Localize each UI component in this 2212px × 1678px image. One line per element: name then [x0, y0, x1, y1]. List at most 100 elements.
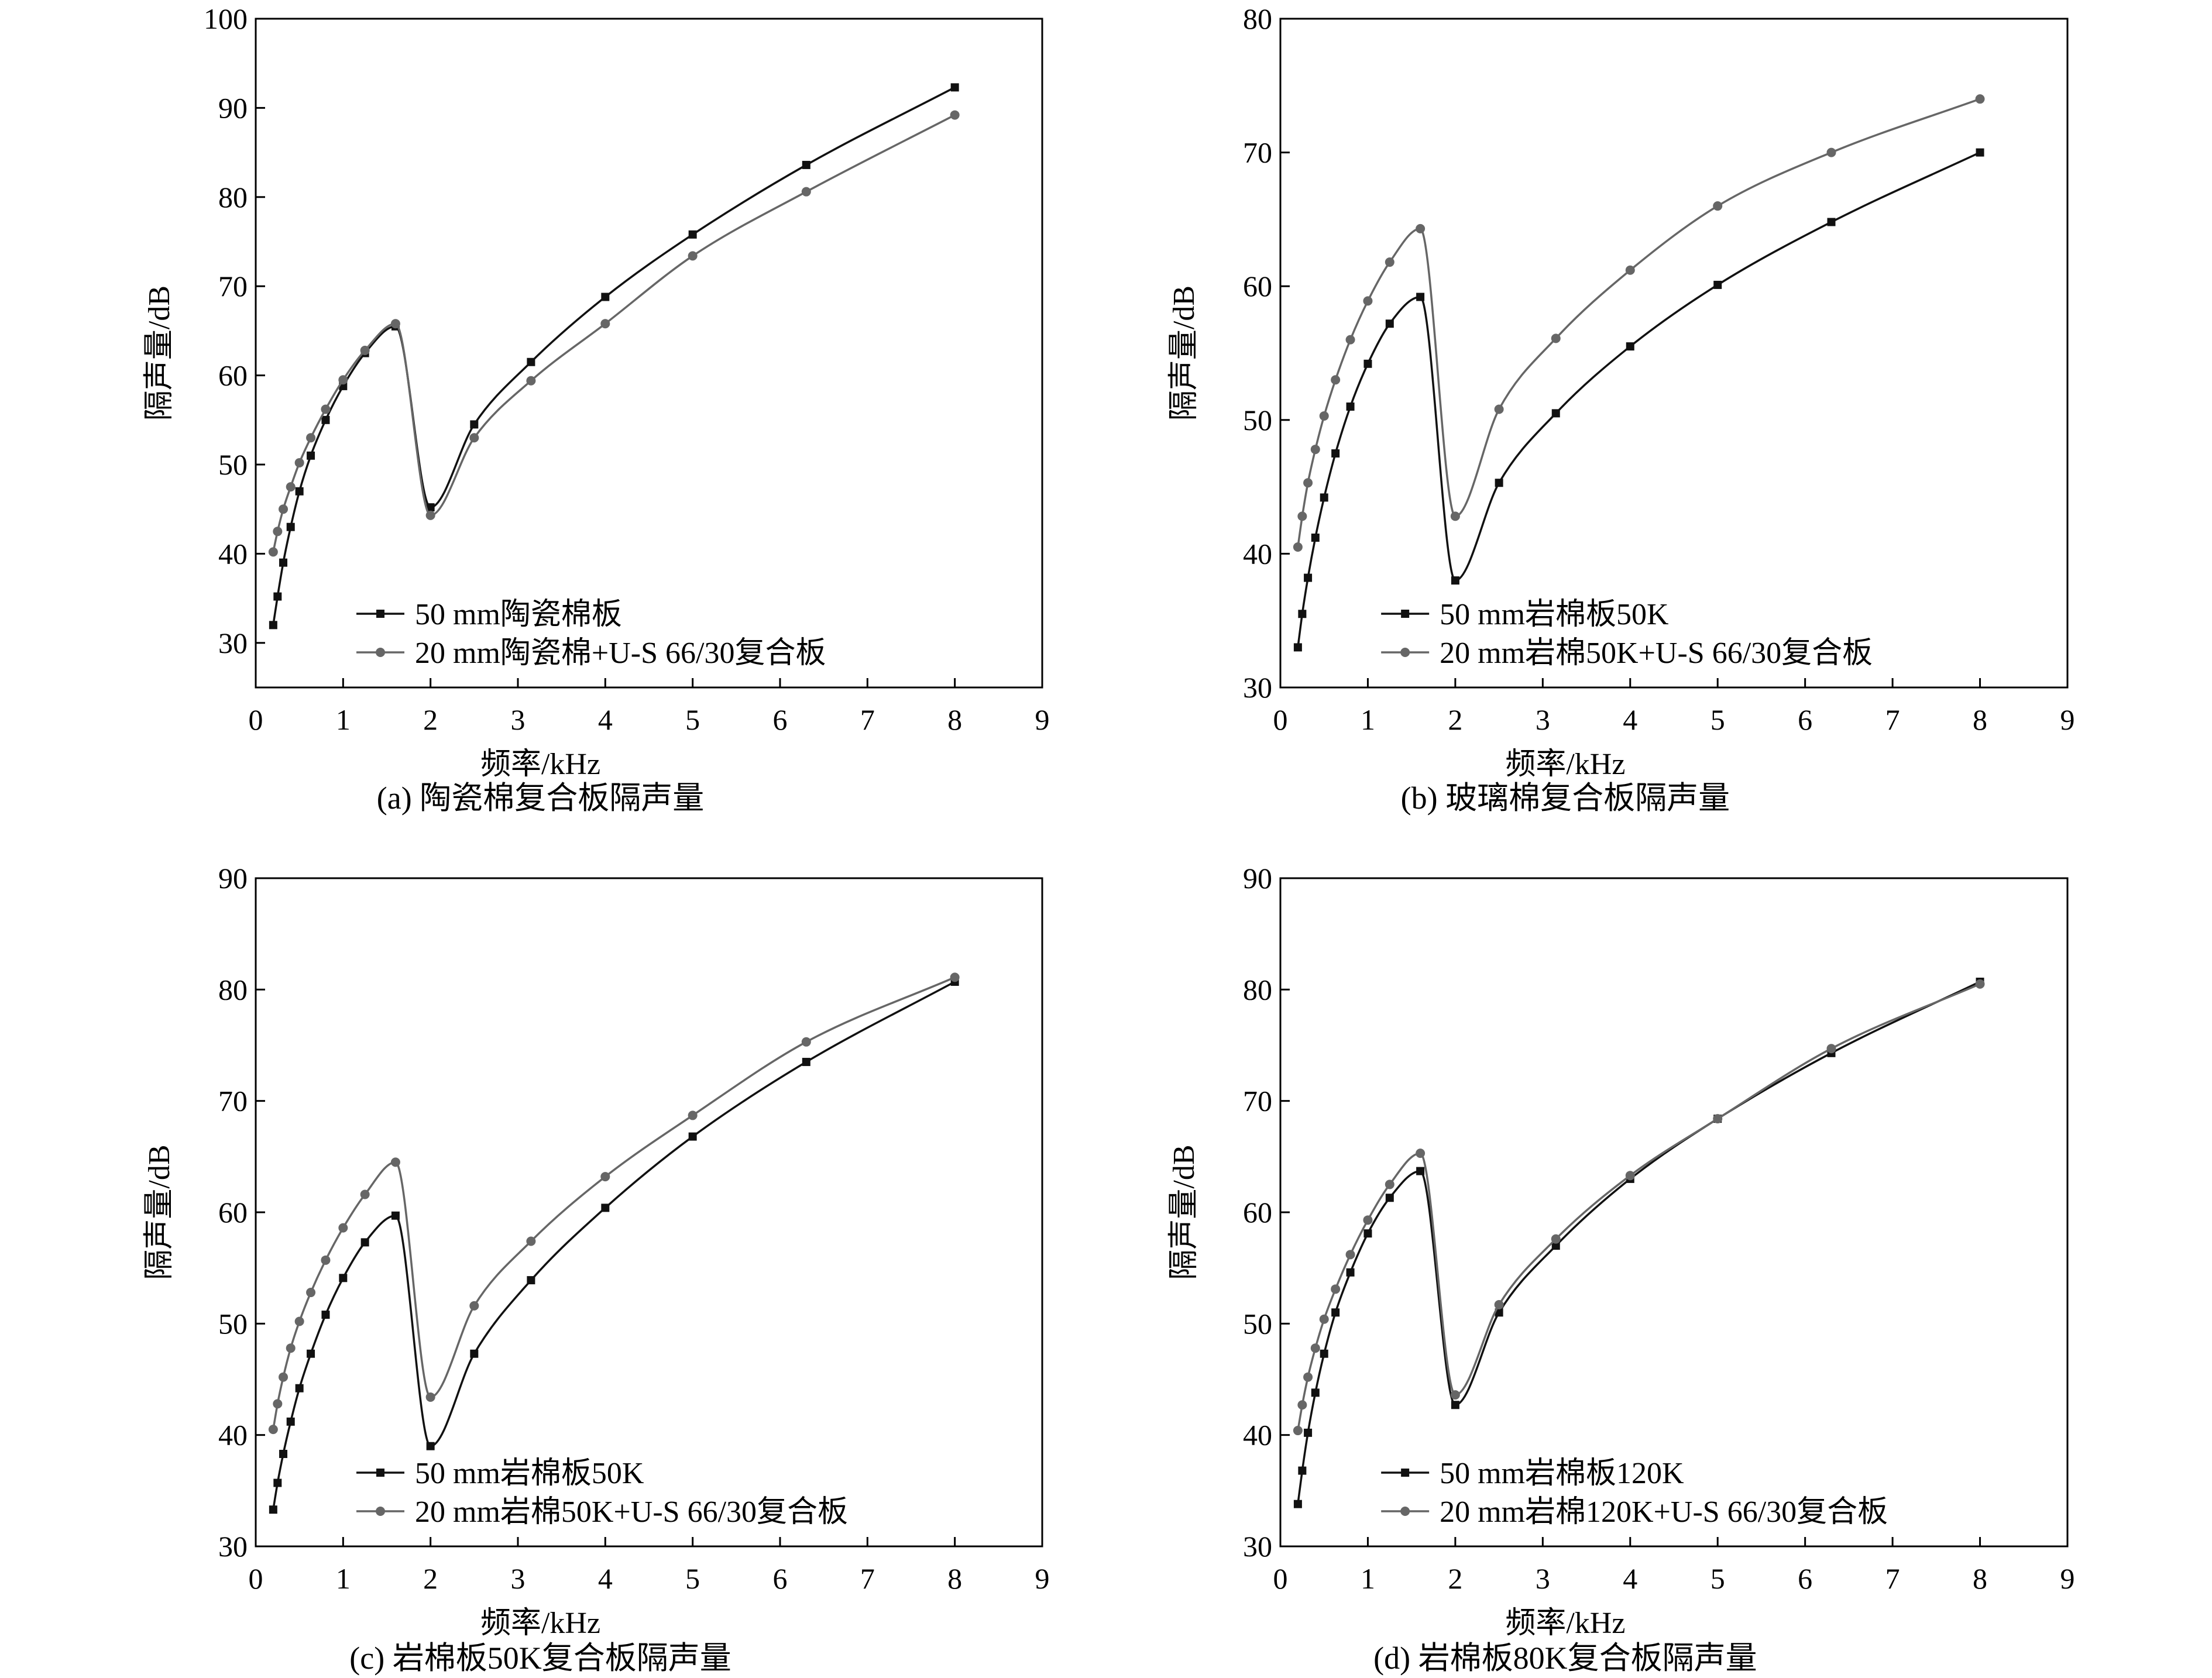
data-point-square-c: [391, 1211, 400, 1220]
data-point-circle-b: [1310, 445, 1320, 455]
y-tick-label-a: 50: [218, 448, 248, 481]
data-point-circle-d: [1319, 1314, 1329, 1324]
data-point-circle-c: [390, 1157, 400, 1167]
x-tick-label-c: 6: [773, 1562, 788, 1595]
y-tick-label-a: 80: [218, 181, 248, 214]
data-point-circle-a: [279, 504, 288, 514]
chart-panel-b: 0 1 2 3 4 5 6 7 8 9 30 40 50 60 70 80 频率/kHz 隔声量/dB (b) 玻璃…: [1167, 2, 2075, 816]
data-point-square-a: [273, 592, 282, 601]
x-tick-label-c: 0: [249, 1562, 263, 1595]
data-point-circle-c: [600, 1172, 610, 1182]
data-point-circle-d: [1826, 1044, 1836, 1054]
data-point-circle-d: [1363, 1215, 1373, 1225]
legend-c: 50 mm岩棉板50K 20 mm岩棉50K+U-S 66/30复合板: [356, 1457, 848, 1529]
data-point-circle-d: [1625, 1171, 1635, 1181]
data-point-circle-a: [321, 404, 331, 414]
y-tick-label-a: 60: [218, 359, 248, 392]
series-line-d-2: [1297, 983, 1981, 1431]
x-tick-label-b: 5: [1710, 703, 1725, 736]
data-point-circle-a: [801, 187, 811, 197]
data-point-circle-c: [286, 1343, 296, 1353]
data-point-circle-b: [1450, 511, 1460, 521]
x-tick-label-c: 7: [860, 1562, 875, 1595]
legend-marker-square-b: [1401, 610, 1410, 618]
data-point-circle-d: [1310, 1343, 1320, 1353]
x-axis-label-a: 频率/kHz: [480, 748, 600, 781]
data-point-square-a: [307, 451, 315, 460]
data-point-square-b: [1320, 493, 1328, 502]
x-tick-label-b: 8: [1973, 703, 1987, 736]
legend-label-d-1: 50 mm岩棉板120K: [1440, 1457, 1684, 1490]
legend-b: 50 mm岩棉板50K 20 mm岩棉50K+U-S 66/30复合板: [1381, 598, 1873, 670]
data-point-circle-a: [688, 251, 698, 261]
y-tick-label-d: 50: [1243, 1307, 1272, 1340]
data-point-circle-b: [1303, 478, 1313, 488]
chart-panel-d: 0 1 2 3 4 5 6 7 8 9 30 40 50 60 70 80 90 频率/kHz 隔声量/dB (d) …: [1167, 862, 2075, 1676]
x-tick-label-b: 4: [1623, 703, 1637, 736]
series-line-c-1: [272, 981, 956, 1510]
y-tick-label-a: 30: [218, 627, 248, 659]
plot-frame-b: [1279, 18, 2069, 689]
y-axis-label-c: 隔声量/dB: [143, 1144, 176, 1280]
series-line-b-1: [1297, 152, 1981, 648]
data-point-square-c: [688, 1132, 697, 1141]
x-tick-label-c: 9: [1035, 1562, 1050, 1595]
data-point-square-d: [1320, 1349, 1328, 1358]
data-point-square-a: [601, 293, 610, 301]
x-tick-label-b: 9: [2060, 703, 2075, 736]
legend-marker-square-c: [376, 1469, 385, 1477]
data-point-square-c: [802, 1058, 810, 1067]
data-point-circle-a: [286, 482, 296, 492]
y-axis-label-a: 隔声量/dB: [143, 286, 176, 421]
data-point-square-a: [295, 487, 304, 496]
data-point-square-a: [286, 522, 295, 531]
x-tick-label-b: 6: [1798, 703, 1812, 736]
data-point-square-d: [1298, 1466, 1307, 1475]
x-tick-label-a: 8: [947, 703, 962, 736]
data-point-square-a: [426, 503, 435, 512]
x-tick-label-b: 0: [1273, 703, 1288, 736]
data-point-circle-c: [526, 1236, 536, 1246]
data-point-square-b: [1331, 449, 1340, 458]
series-line-a-2: [272, 114, 956, 552]
x-tick-label-b: 1: [1361, 703, 1375, 736]
data-point-square-b: [1363, 359, 1372, 368]
x-tick-label-a: 6: [773, 703, 788, 736]
x-tick-label-b: 2: [1448, 703, 1462, 736]
x-tick-label-a: 1: [336, 703, 351, 736]
legend-label-a-2: 20 mm陶瓷棉+U-S 66/30复合板: [415, 637, 826, 670]
y-tick-label-a: 100: [204, 2, 248, 35]
y-tick-label-c: 40: [218, 1419, 248, 1452]
data-point-square-b: [1495, 479, 1503, 487]
data-point-circle-d: [1975, 979, 1985, 989]
legend-d: 50 mm岩棉板120K 20 mm岩棉120K+U-S 66/30复合板: [1381, 1457, 1888, 1529]
data-point-square-d: [1451, 1401, 1459, 1409]
x-tick-label-b: 7: [1885, 703, 1900, 736]
x-tick-label-d: 6: [1798, 1562, 1812, 1595]
x-tick-label-d: 4: [1623, 1562, 1637, 1595]
data-point-square-a: [279, 558, 288, 567]
data-point-square-d: [1416, 1167, 1425, 1175]
data-point-circle-c: [321, 1255, 331, 1265]
x-tick-label-c: 2: [423, 1562, 438, 1595]
x-tick-label-a: 2: [423, 703, 438, 736]
x-tick-label-c: 3: [511, 1562, 525, 1595]
data-point-circle-c: [338, 1223, 348, 1233]
data-point-circle-d: [1713, 1114, 1723, 1124]
legend-marker-circle-b: [1400, 648, 1410, 657]
data-point-square-a: [269, 621, 277, 630]
panel-caption-b: (b) 玻璃棉复合板隔声量: [1401, 780, 1730, 816]
data-point-square-d: [1311, 1388, 1320, 1397]
data-point-square-b: [1346, 402, 1355, 411]
data-point-circle-c: [425, 1392, 435, 1402]
x-tick-label-d: 3: [1536, 1562, 1550, 1595]
data-point-circle-c: [273, 1399, 283, 1409]
series-line-c-2: [272, 976, 956, 1430]
data-point-square-a: [470, 420, 479, 429]
legend-label-b-2: 20 mm岩棉50K+U-S 66/30复合板: [1440, 637, 1873, 670]
y-tick-label-d: 90: [1243, 862, 1272, 895]
data-point-square-a: [321, 415, 330, 424]
series-c-1: [269, 978, 959, 1514]
data-point-square-b: [1298, 610, 1307, 618]
data-point-circle-d: [1331, 1284, 1341, 1294]
